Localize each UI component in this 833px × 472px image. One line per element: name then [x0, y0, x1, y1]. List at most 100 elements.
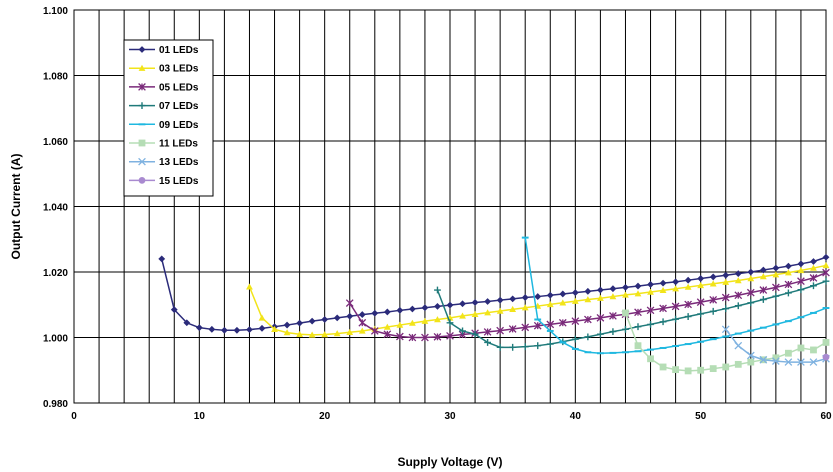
data-point	[697, 366, 705, 374]
data-point	[797, 260, 805, 268]
legend-box	[123, 39, 214, 197]
legend-item: 05 LEDs	[129, 82, 199, 93]
data-point	[622, 291, 629, 298]
data-point	[396, 321, 404, 328]
data-point	[634, 323, 642, 331]
data-point	[271, 325, 278, 333]
data-point	[822, 268, 830, 277]
data-point	[785, 269, 792, 276]
y-axis-title: Output Current (A)	[9, 154, 23, 260]
data-point	[647, 355, 654, 363]
data-point	[571, 289, 579, 297]
data-point	[609, 328, 617, 336]
data-point	[672, 366, 679, 373]
data-point	[383, 308, 391, 316]
data-point	[483, 328, 492, 336]
data-point	[383, 323, 391, 330]
data-point	[333, 330, 341, 337]
data-point	[684, 313, 692, 320]
data-point	[597, 286, 604, 294]
data-point	[208, 325, 216, 333]
data-point	[345, 299, 354, 307]
series-5	[521, 236, 830, 355]
data-point	[421, 317, 429, 324]
data-point	[785, 262, 792, 270]
data-point	[358, 311, 366, 318]
data-point	[659, 279, 667, 287]
data-point	[584, 287, 592, 295]
data-point	[521, 294, 529, 301]
legend-label: 07 LEDs	[159, 101, 199, 112]
legend-item: 15 LEDs	[129, 176, 199, 187]
legend-item: 07 LEDs	[129, 101, 199, 112]
data-point	[822, 262, 830, 269]
legend-label: 15 LEDs	[159, 176, 199, 187]
data-point	[684, 367, 692, 375]
data-point	[696, 298, 705, 306]
legend-marker	[138, 64, 146, 71]
data-point	[346, 328, 354, 335]
y-tick-label: 1.100	[43, 6, 68, 17]
data-point	[697, 310, 705, 318]
data-point	[809, 274, 818, 282]
data-point	[734, 270, 742, 278]
data-point	[546, 340, 554, 348]
data-point	[722, 271, 730, 279]
x-tick-label: 0	[71, 411, 77, 422]
data-point	[609, 285, 617, 293]
data-point	[709, 307, 717, 315]
series-8	[822, 353, 830, 361]
data-point	[810, 282, 817, 290]
series-layer	[158, 236, 830, 375]
data-point	[697, 275, 705, 282]
data-point	[709, 280, 717, 287]
data-point	[496, 343, 504, 351]
data-point	[421, 333, 429, 342]
x-tick-label: 40	[570, 411, 582, 422]
data-point	[434, 316, 441, 323]
data-point	[584, 333, 592, 341]
data-point	[684, 300, 692, 309]
data-point	[622, 325, 629, 333]
data-point	[546, 320, 555, 329]
data-point	[433, 332, 442, 341]
legend-label: 09 LEDs	[159, 120, 199, 131]
data-point	[408, 333, 417, 342]
data-point	[571, 297, 579, 304]
y-tick-label: 1.060	[43, 137, 68, 148]
data-point	[246, 326, 253, 334]
data-point	[784, 358, 793, 366]
data-point	[759, 273, 767, 280]
plot-area	[73, 9, 827, 404]
series-3	[345, 268, 830, 342]
y-tick-label: 1.080	[43, 72, 68, 83]
data-point	[797, 277, 805, 286]
legend-item: 11 LEDs	[129, 139, 198, 150]
data-point	[509, 305, 517, 313]
data-point	[283, 329, 291, 336]
data-point	[597, 330, 604, 338]
data-point	[446, 332, 454, 340]
data-point	[521, 343, 529, 351]
data-point	[810, 346, 817, 354]
legend-label: 03 LEDs	[159, 64, 199, 75]
data-point	[546, 301, 554, 308]
legend-marker	[138, 157, 146, 166]
data-point	[734, 360, 742, 368]
data-point	[308, 331, 316, 338]
data-point	[822, 253, 830, 261]
data-point	[321, 331, 329, 338]
data-point	[358, 318, 367, 327]
data-point	[734, 291, 743, 300]
legend-label: 01 LEDs	[159, 45, 199, 56]
data-point	[634, 282, 642, 290]
data-point	[559, 290, 567, 298]
data-point	[759, 266, 767, 274]
data-point	[170, 306, 178, 314]
data-point	[509, 343, 517, 351]
legend: 01 LEDs 03 LEDs 05 LEDs 07 LEDs 09 LEDs 11 LE…	[123, 39, 214, 197]
data-point	[747, 299, 755, 307]
data-point	[434, 286, 441, 294]
data-point	[246, 283, 253, 290]
legend-item: 09 LEDs	[129, 120, 199, 131]
